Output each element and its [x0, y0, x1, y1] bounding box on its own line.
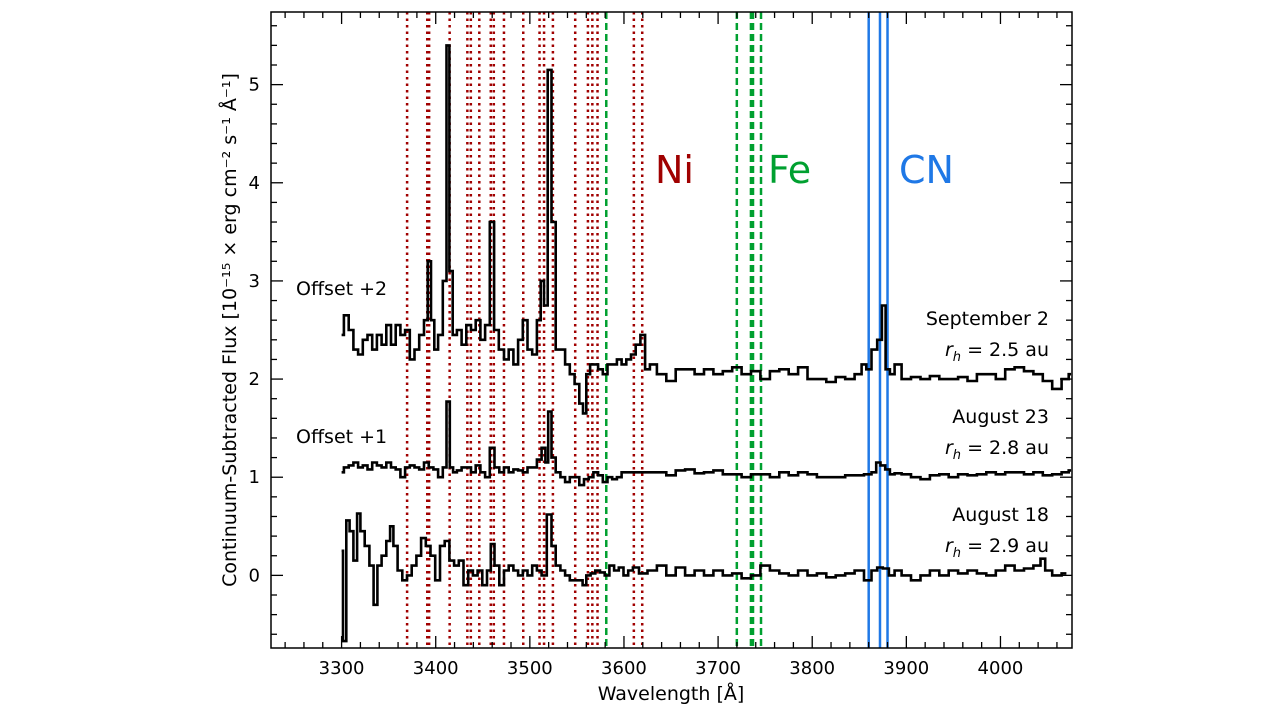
spectra	[341, 44, 1072, 643]
spectrum-line-august-18	[341, 512, 1067, 643]
x-tick-label: 3600	[601, 658, 647, 679]
species-label-fe: Fe	[768, 148, 811, 192]
x-tick-label: 3300	[319, 658, 365, 679]
rh-label-aug18: rh = 2.9 au	[945, 535, 1049, 561]
x-tick-label: 3900	[883, 658, 929, 679]
plot-frame	[270, 11, 1073, 649]
offset-label-1: Offset +1	[296, 426, 387, 448]
y-tick-label: 1	[249, 467, 260, 488]
species-label-cn: CN	[899, 148, 954, 192]
x-axis-label: Wavelength [Å]	[598, 682, 745, 705]
y-tick-label: 3	[249, 271, 260, 292]
x-tick-label: 3500	[507, 658, 553, 679]
axis-ticks: 3300 3400 3500 3600 3700 3800 3900 4000 0 1 2 3 4 5	[249, 12, 1072, 679]
x-tick-label: 3700	[695, 658, 741, 679]
y-axis-label: Continuum-Subtracted Flux [10⁻¹⁵ × erg c…	[218, 73, 241, 587]
y-tick-label: 0	[249, 565, 260, 586]
y-tick-label: 2	[249, 369, 260, 390]
date-label-sep2: September 2	[926, 308, 1049, 330]
species-label-ni: Ni	[655, 148, 694, 192]
offset-label-2: Offset +2	[296, 278, 387, 300]
y-tick-label: 5	[249, 75, 260, 96]
y-tick-label: 4	[249, 173, 260, 194]
date-label-aug18: August 18	[952, 504, 1049, 526]
x-tick-label: 4000	[978, 658, 1024, 679]
spectrum-line-september-2	[341, 44, 1072, 415]
rh-label-aug23: rh = 2.8 au	[945, 437, 1049, 463]
spectrum-line-august-23	[341, 400, 1072, 487]
date-label-aug23: August 23	[952, 406, 1049, 428]
rh-label-sep2: rh = 2.5 au	[945, 339, 1049, 365]
x-tick-label: 3800	[789, 658, 835, 679]
x-tick-label: 3400	[413, 658, 459, 679]
